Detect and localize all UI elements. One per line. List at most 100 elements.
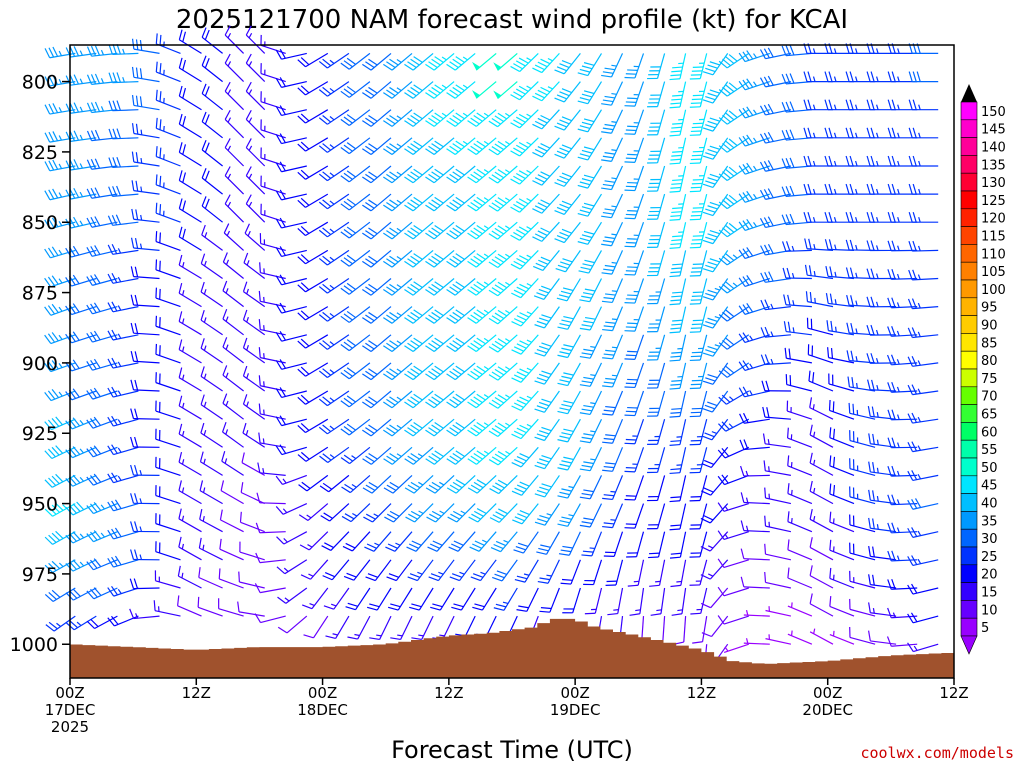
barb-half [182, 290, 185, 296]
barb-full [297, 199, 306, 208]
time-tick-label: 18DEC [297, 701, 348, 719]
pressure-tick-label: 925 [22, 423, 58, 445]
barb-half [329, 59, 335, 64]
barb-full [299, 544, 310, 551]
barb-staff [433, 221, 455, 240]
wind-barb [341, 503, 371, 523]
wind-barb [322, 559, 350, 581]
barb-full [260, 203, 262, 215]
wind-barb [222, 365, 244, 392]
barb-staff [220, 490, 244, 505]
barb-full [322, 58, 332, 67]
barb-staff [179, 179, 202, 195]
barb-full [45, 624, 55, 632]
barb-full [413, 112, 423, 120]
barb-staff [49, 221, 76, 230]
barb-full [346, 57, 356, 65]
wind-barb [155, 202, 181, 223]
colorbar-swatch [960, 279, 978, 299]
barb-full [178, 283, 183, 294]
barb-staff [391, 193, 413, 212]
barb-staff [439, 587, 455, 611]
barb-full [47, 305, 56, 315]
wind-barb [155, 174, 181, 195]
colorbar-swatch [960, 404, 978, 423]
barb-full [182, 59, 187, 71]
wind-barb [178, 451, 202, 476]
barb-full [470, 145, 480, 153]
colorbar-swatch [960, 172, 978, 192]
barb-full [277, 596, 287, 604]
barb-half [329, 144, 335, 149]
barb-half [79, 419, 84, 425]
barb-full [51, 217, 59, 228]
barb-staff [348, 109, 371, 127]
wind-barb [153, 600, 181, 617]
wind-barb [155, 89, 181, 111]
barb-full [447, 516, 458, 523]
barb-staff [329, 503, 350, 522]
barb-full [318, 60, 328, 69]
time-tick-label: 00Z [560, 684, 589, 702]
barb-full [453, 603, 464, 608]
barb-half [282, 508, 288, 514]
wind-barb [201, 111, 223, 139]
barb-half [395, 542, 401, 546]
barb-full [72, 503, 81, 512]
barb-full [93, 274, 101, 284]
barb-half [202, 516, 205, 522]
barb-full [107, 445, 114, 455]
credit-link[interactable]: coolwx.com/models [860, 744, 1014, 762]
barb-full [131, 123, 135, 134]
barb-full [275, 134, 282, 144]
barb-staff [391, 137, 413, 155]
wind-barb [340, 81, 371, 98]
barb-full [107, 302, 114, 313]
wind-barb [224, 166, 245, 195]
barb-full [425, 204, 435, 212]
barb-staff [224, 62, 245, 83]
wind-barb [318, 221, 350, 238]
barb-full [425, 288, 435, 296]
wind-barb [254, 613, 286, 624]
barb-full [90, 45, 97, 57]
barb-staff [397, 587, 413, 611]
barb-full [134, 549, 139, 560]
wind-barb [298, 474, 329, 492]
wind-barb [65, 159, 97, 171]
barb-half [58, 107, 63, 113]
barb-staff [70, 81, 97, 86]
barb-half [225, 288, 229, 294]
barb-half [246, 260, 250, 266]
barb-half [203, 345, 207, 351]
barb-full [297, 256, 306, 265]
wind-barb [325, 615, 350, 640]
barb-staff [222, 346, 244, 364]
barb-staff [93, 559, 118, 571]
barb-staff [370, 306, 392, 324]
wind-barb [155, 400, 181, 420]
wind-barb [155, 428, 181, 448]
barb-full [386, 513, 397, 520]
barb-staff [454, 278, 476, 296]
wind-barb [199, 451, 223, 476]
wind-barb [297, 221, 329, 237]
wind-barb [362, 474, 392, 494]
barb-full [386, 202, 396, 209]
barb-staff [371, 474, 392, 494]
barb-full [48, 218, 55, 229]
barb-full [452, 143, 462, 150]
barb-half [329, 284, 335, 290]
wind-barb [44, 103, 76, 115]
barb-full [199, 451, 204, 462]
x-axis-title: Forecast Time (UTC) [391, 736, 633, 764]
barb-full [318, 257, 328, 266]
barb-full [130, 408, 135, 419]
barb-full [72, 274, 80, 285]
barb-staff [92, 277, 118, 286]
barb-staff [349, 474, 371, 494]
barb-staff [112, 277, 139, 284]
barb-full [428, 398, 438, 406]
colorbar-swatch [960, 350, 978, 370]
barb-staff [335, 615, 350, 639]
